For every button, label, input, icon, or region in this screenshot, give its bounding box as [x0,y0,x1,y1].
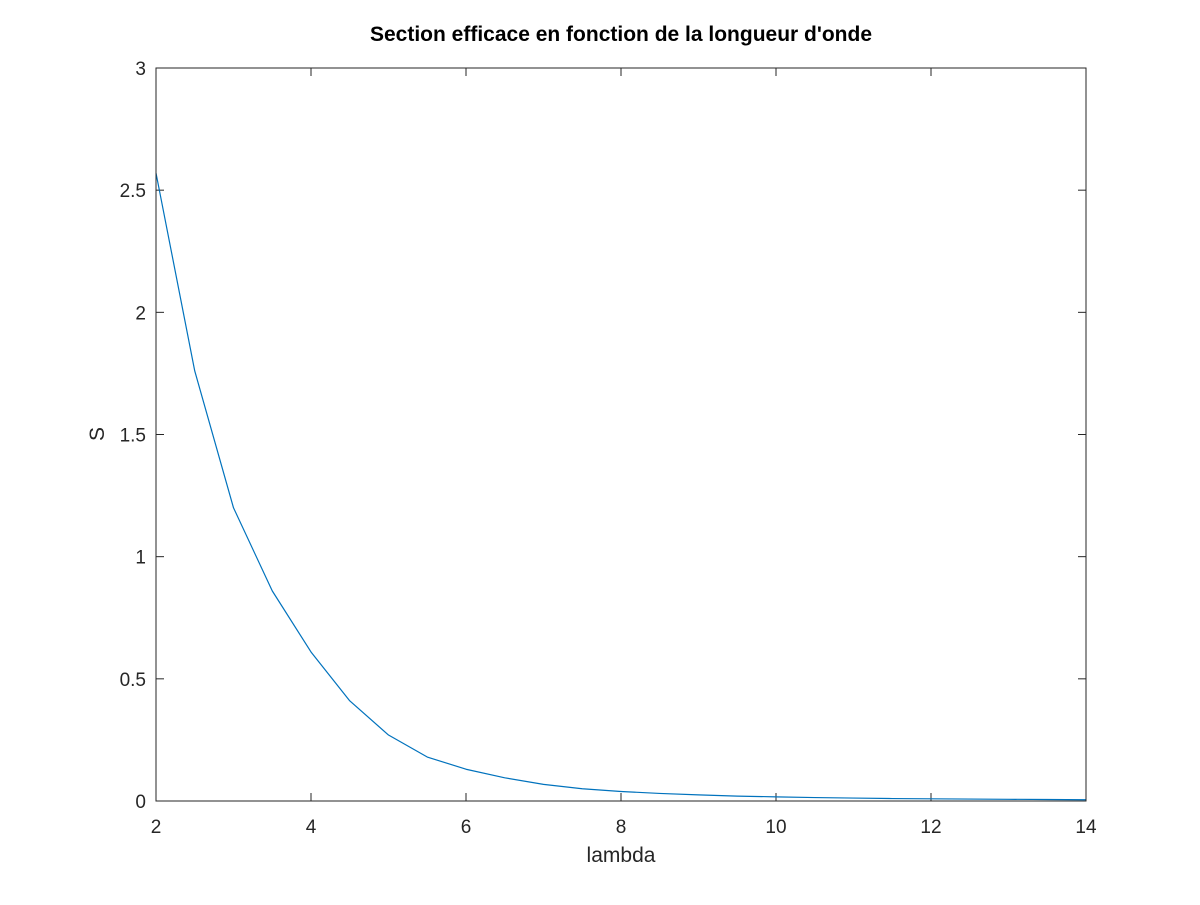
x-tick-label: 8 [616,817,627,838]
y-tick-label: 1.5 [120,426,146,447]
x-tick-label: 4 [306,817,317,838]
x-tick-label: 12 [920,817,941,838]
chart-title: Section efficace en fonction de la longu… [370,23,872,46]
x-tick-label: 14 [1075,817,1097,838]
x-tick-label: 6 [461,817,472,838]
y-tick-label: 0 [135,792,146,813]
x-tick-label: 10 [765,817,786,838]
y-axis-label: S [86,427,109,441]
series-line [155,172,1087,801]
x-tick-label: 2 [151,817,162,838]
y-tick-label: 1 [135,548,146,569]
axis-ticks: 2 4 6 8 10 12 14 0 0.5 1 1.5 2 2.5 3 [120,59,1097,838]
y-tick-label: 2 [135,303,146,324]
y-tick-label: 0.5 [120,670,146,691]
x-axis-label: lambda [587,844,656,867]
series-layer [155,172,1087,801]
y-tick-label: 3 [135,59,146,80]
y-tick-label: 2.5 [120,181,146,202]
plot-area-frame [155,67,1087,802]
